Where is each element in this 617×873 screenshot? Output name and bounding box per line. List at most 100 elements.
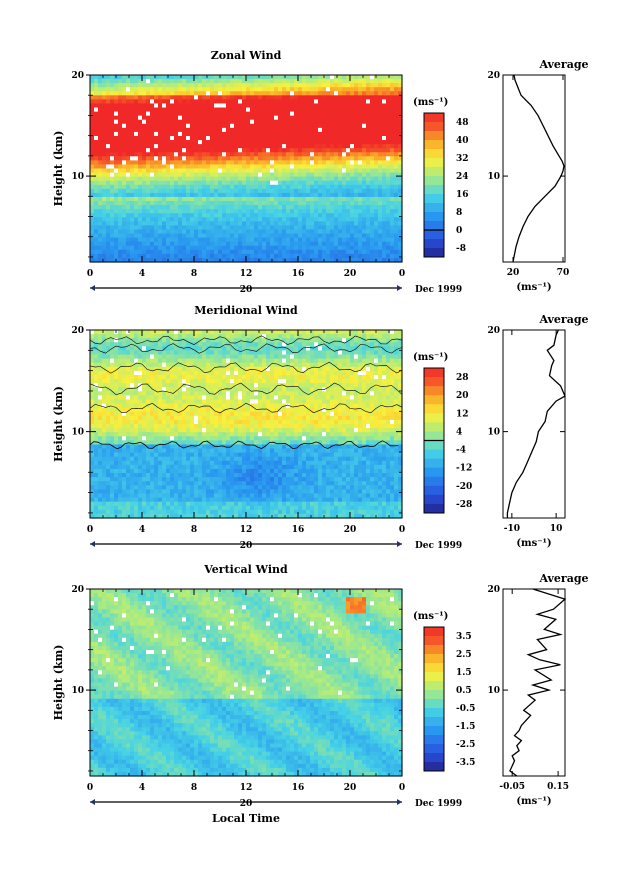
heatmap-cell: [142, 444, 147, 450]
heatmap-cell: [362, 148, 367, 153]
heatmap-cell: [302, 103, 307, 109]
heatmap-cell: [294, 172, 299, 178]
heatmap-cell: [154, 354, 159, 360]
heatmap-cell: [98, 209, 103, 214]
heatmap-cell: [146, 123, 151, 129]
heatmap-cell: [162, 444, 167, 450]
heatmap-cell: [366, 237, 371, 243]
heatmap-cell: [170, 225, 175, 231]
heatmap-cell: [138, 366, 143, 372]
heatmap-cell: [186, 184, 191, 190]
heatmap-cell: [106, 403, 111, 409]
heatmap-cell: [106, 468, 111, 474]
heatmap-cell: [302, 152, 307, 157]
heatmap-cell: [218, 140, 223, 145]
heatmap-cell: [110, 192, 115, 198]
heatmap-cell: [102, 370, 107, 376]
heatmap-cell: [166, 354, 171, 360]
heatmap-cell: [326, 107, 331, 113]
heatmap-cell: [158, 233, 163, 239]
heatmap-cell: [178, 358, 183, 364]
heatmap-cell: [298, 176, 303, 182]
heatmap-cell: [310, 83, 315, 88]
heatmap-cell: [138, 424, 143, 429]
heatmap-cell: [278, 95, 283, 100]
heatmap-cell: [382, 237, 387, 243]
heatmap-cell: [186, 383, 191, 388]
heatmap-cell: [234, 205, 239, 210]
heatmap-cell: [366, 217, 371, 222]
heatmap-cell: [258, 188, 263, 194]
heatmap-cell: [114, 485, 119, 490]
heatmap-cell: [102, 225, 107, 231]
heatmap-cell: [318, 201, 323, 206]
heatmap-cell: [382, 229, 387, 235]
heatmap-cell: [206, 229, 211, 235]
heatmap-cell: [110, 330, 115, 335]
heatmap-cell: [182, 164, 187, 170]
heatmap-cell: [382, 103, 387, 109]
heatmap-cell: [178, 350, 183, 356]
heatmap-cell: [218, 131, 223, 137]
heatmap-cell: [222, 164, 227, 170]
heatmap-cell: [114, 192, 119, 198]
heatmap-cell: [194, 428, 199, 433]
heatmap-cell: [102, 184, 107, 190]
heatmap-cell: [358, 217, 363, 222]
heatmap-cell: [122, 111, 127, 117]
heatmap-cell: [146, 111, 151, 117]
heatmap-cell: [170, 444, 175, 450]
heatmap-cell: [194, 213, 199, 218]
heatmap-cell: [154, 131, 159, 137]
heatmap-cell: [310, 225, 315, 231]
heatmap-cell: [126, 229, 131, 235]
heatmap-cell: [394, 123, 399, 129]
heatmap-cell: [138, 107, 143, 113]
heatmap-cell: [146, 334, 151, 339]
heatmap-cell: [370, 180, 375, 186]
heatmap-cell: [354, 184, 359, 190]
heatmap-cell: [94, 180, 99, 186]
heatmap-cell: [110, 489, 115, 495]
heatmap-cell: [258, 131, 263, 137]
colorbar-segment: [424, 113, 444, 123]
heatmap-cell: [114, 362, 119, 368]
heatmap-cell: [146, 424, 151, 429]
heatmap-cell: [246, 119, 251, 125]
heatmap-cell: [382, 233, 387, 239]
heatmap-cell: [174, 403, 179, 409]
heatmap-cell: [142, 407, 147, 413]
heatmap-cell: [226, 140, 231, 145]
heatmap-cell: [366, 127, 371, 133]
heatmap-cell: [166, 205, 171, 210]
heatmap-cell: [338, 144, 343, 149]
heatmap-cell: [210, 79, 215, 84]
heatmap-cell: [126, 75, 131, 80]
heatmap-cell: [350, 253, 355, 259]
heatmap-cell: [374, 209, 379, 214]
heatmap-cell: [374, 168, 379, 174]
heatmap-cell: [110, 196, 115, 202]
heatmap-cell: [134, 209, 139, 214]
heatmap-cell: [102, 95, 107, 100]
heatmap-cell: [154, 501, 159, 507]
heatmap-cell: [346, 127, 351, 133]
heatmap-cell: [342, 160, 347, 166]
heatmap-cell: [274, 257, 279, 263]
heatmap-cell: [210, 233, 215, 239]
heatmap-cell: [170, 424, 175, 429]
heatmap-cell: [130, 428, 135, 433]
heatmap-cell: [158, 424, 163, 429]
heatmap-cell: [230, 172, 235, 178]
heatmap-cell: [154, 209, 159, 214]
heatmap-cell: [262, 229, 267, 235]
heatmap-cell: [174, 188, 179, 194]
heatmap-cell: [386, 135, 391, 141]
heatmap-cell: [294, 225, 299, 231]
heatmap-cell: [174, 452, 179, 458]
heatmap-cell: [170, 99, 175, 105]
heatmap-cell: [126, 330, 131, 335]
heatmap-cell: [162, 144, 167, 149]
heatmap-cell: [394, 115, 399, 121]
heatmap-cell: [114, 338, 119, 343]
